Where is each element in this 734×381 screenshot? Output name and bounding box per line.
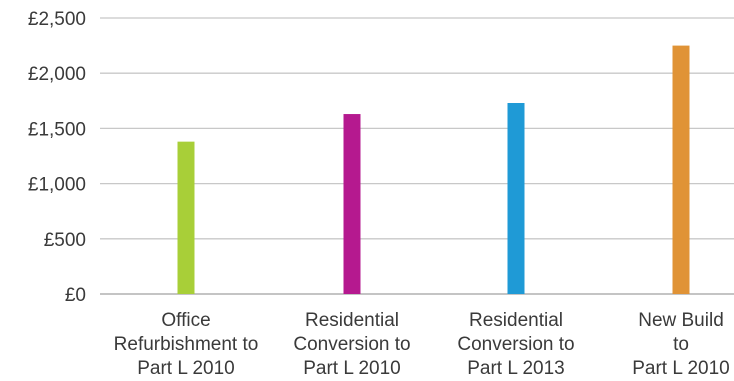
x-category-label-line: Refurbishment to xyxy=(114,334,259,355)
y-tick-label: £1,000 xyxy=(28,175,86,196)
x-category-label-line: Residential xyxy=(469,310,563,331)
bars xyxy=(177,45,690,295)
bar xyxy=(343,114,361,294)
x-category-label: New Build to Part L 2010 xyxy=(632,310,730,379)
x-category-label-line: Part L 2013 xyxy=(467,358,565,379)
x-category-label-line: New Build xyxy=(638,310,724,331)
y-tick-label: £1,500 xyxy=(28,119,86,140)
x-category-label-line: Office xyxy=(161,310,210,331)
y-tick-label: £2,500 xyxy=(28,9,86,30)
y-tick-label: £500 xyxy=(44,230,86,251)
y-tick-label: £0 xyxy=(65,285,86,306)
x-category-label-line: Part L 2010 xyxy=(137,358,235,379)
x-category-label-line: Conversion to xyxy=(457,334,574,355)
x-category-label-line: Residential xyxy=(305,310,399,331)
x-category-label: Office Refurbishment to Part L 2010 xyxy=(114,310,259,379)
x-category-label-line: Part L 2010 xyxy=(632,358,730,379)
x-category-label-line: Part L 2010 xyxy=(303,358,401,379)
x-category-label-line: to xyxy=(673,334,689,355)
y-axis-tick-labels: £0 £500 £1,000 £1,500 £2,000 £2,500 xyxy=(28,9,86,306)
bar xyxy=(672,45,690,294)
x-category-label-line: Conversion to xyxy=(293,334,410,355)
gridlines xyxy=(100,17,734,295)
x-category-label: Residential Conversion to Part L 2013 xyxy=(457,310,574,379)
y-tick-label: £2,000 xyxy=(28,64,86,85)
bar xyxy=(177,141,195,294)
x-axis-category-labels: Office Refurbishment to Part L 2010Residen… xyxy=(114,310,730,379)
bar xyxy=(507,103,525,295)
x-category-label: Residential Conversion to Part L 2010 xyxy=(293,310,410,379)
